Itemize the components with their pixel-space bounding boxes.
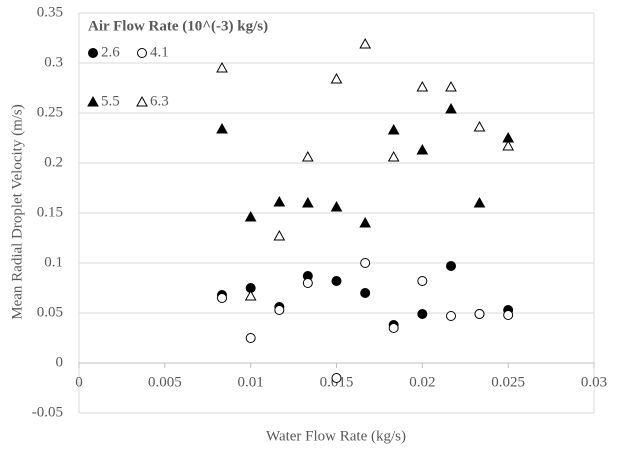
data-point <box>446 311 457 321</box>
data-point <box>330 72 343 84</box>
data-point <box>473 196 486 208</box>
data-point <box>416 80 429 92</box>
x-tick-label: 0.03 <box>581 374 607 390</box>
data-point <box>473 120 486 132</box>
data-point <box>387 150 400 162</box>
x-tick-label: 0.025 <box>491 374 525 390</box>
legend-marker <box>87 95 99 107</box>
x-tick-label: 0 <box>75 374 83 390</box>
data-point <box>302 278 313 288</box>
y-axis-title: Mean Radial Droplet Velocity (m/s) <box>9 104 25 320</box>
data-point <box>245 333 256 343</box>
x-tick-label: 0.005 <box>148 374 182 390</box>
x-tick-label: 0.02 <box>409 374 435 390</box>
data-point <box>359 216 372 228</box>
y-tick-label: 0.35 <box>37 4 63 20</box>
data-point <box>331 373 342 383</box>
data-point <box>474 309 485 319</box>
legend-marker <box>136 95 148 107</box>
y-tick-label: 0 <box>56 354 64 370</box>
y-tick-label: 0.2 <box>44 154 63 170</box>
data-point <box>244 289 257 301</box>
data-point <box>359 37 372 49</box>
legend-label: 4.1 <box>150 44 169 60</box>
data-point <box>446 261 457 271</box>
data-point <box>503 310 514 320</box>
y-tick-label: 0.05 <box>37 304 63 320</box>
data-point <box>388 323 399 333</box>
data-point <box>417 276 428 286</box>
data-point <box>216 122 228 134</box>
legend-label: 2.6 <box>101 44 120 60</box>
data-point <box>216 61 228 73</box>
legend-label: 5.5 <box>101 93 120 109</box>
data-point <box>331 276 342 286</box>
data-point <box>360 288 371 298</box>
legend-marker <box>137 48 147 58</box>
legend-title: Air Flow Rate (10^(-3) kg/s) <box>88 18 268 34</box>
y-tick-label: 0.1 <box>44 254 63 270</box>
legend-label: 6.3 <box>150 93 169 109</box>
data-point <box>416 143 429 155</box>
data-point <box>387 123 400 135</box>
data-point <box>273 229 286 241</box>
x-tick-label: 0.01 <box>238 374 264 390</box>
data-point <box>445 102 457 114</box>
data-point <box>445 80 457 92</box>
data-point <box>330 200 343 212</box>
y-tick-label: 0.15 <box>37 204 63 220</box>
data-point <box>216 293 227 303</box>
data-point <box>244 210 257 222</box>
data-point <box>360 258 371 268</box>
legend-marker <box>88 48 98 58</box>
y-tick-label: -0.05 <box>32 404 63 420</box>
y-tick-label: 0.25 <box>37 104 63 120</box>
data-point <box>273 195 286 207</box>
data-point <box>301 150 314 162</box>
data-point <box>274 305 285 315</box>
data-point <box>502 139 515 151</box>
x-axis-title: Water Flow Rate (kg/s) <box>266 428 406 444</box>
y-tick-label: 0.3 <box>44 54 63 70</box>
data-point <box>301 196 314 208</box>
data-point <box>417 309 428 319</box>
